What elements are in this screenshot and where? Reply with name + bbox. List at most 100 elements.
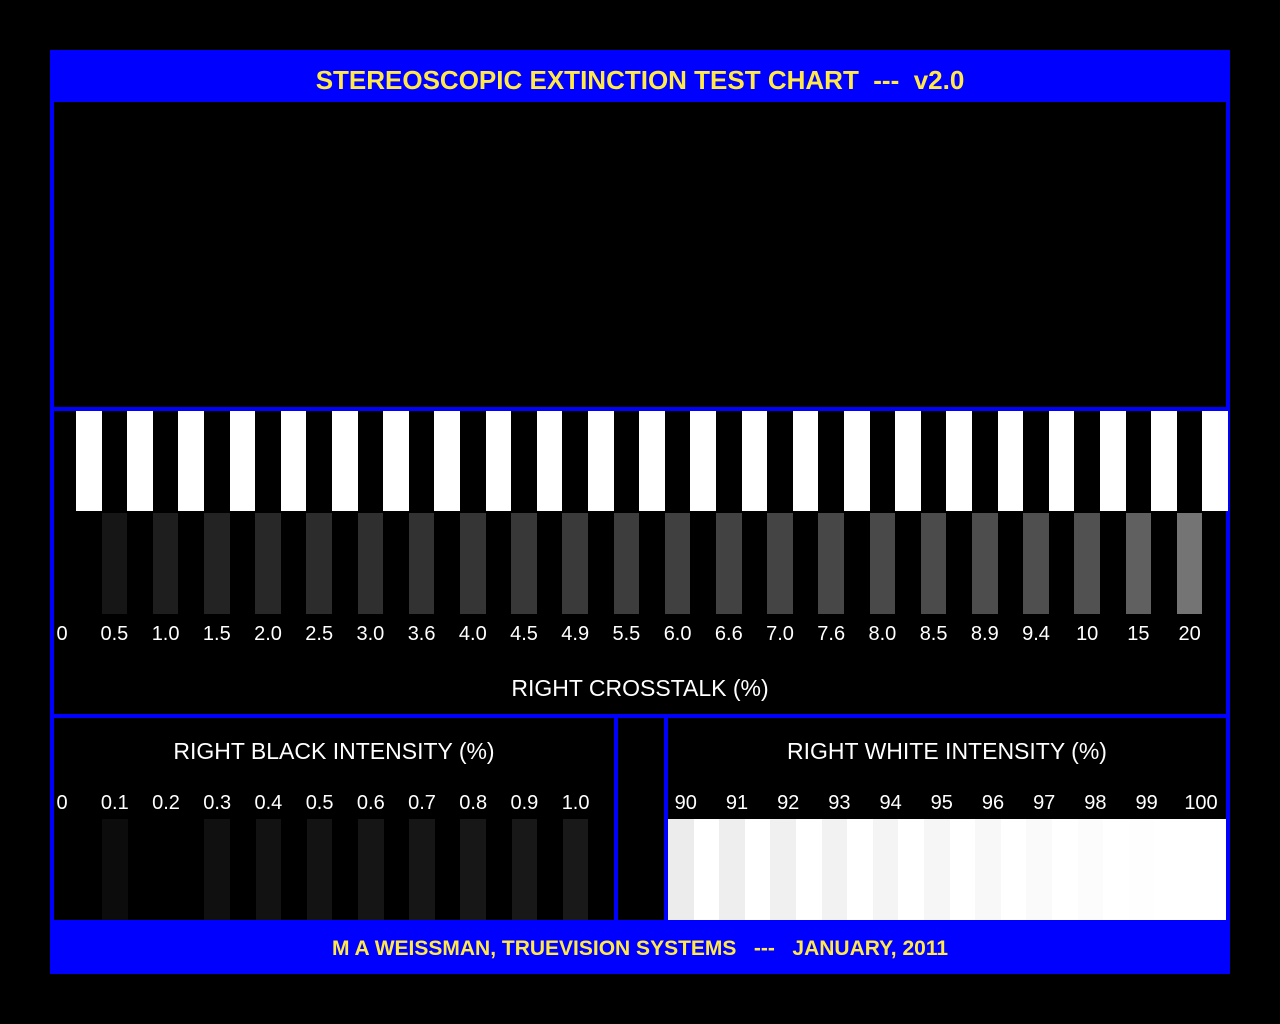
crosstalk-bar (357, 513, 384, 614)
white-stripe (792, 411, 819, 511)
black-intensity-label: 0.4 (254, 792, 283, 814)
crosstalk-bar (152, 513, 179, 614)
white-intensity-label: 95 (930, 792, 953, 814)
white-stripe (1202, 411, 1228, 511)
black-intensity-label: 0.6 (356, 792, 385, 814)
white-intensity-label: 94 (879, 792, 902, 814)
white-stripe (741, 411, 768, 511)
white-intensity-bar (872, 819, 899, 920)
white-intensity-bar (1128, 819, 1155, 920)
black-intensity-caption: RIGHT BLACK INTENSITY (%) (173, 738, 495, 764)
black-intensity-label: 0 (56, 792, 68, 814)
white-stripe (76, 411, 102, 511)
crosstalk-bar (613, 513, 640, 614)
white-intensity-bar (1026, 819, 1052, 920)
crosstalk-label: 8.5 (919, 623, 948, 645)
black-intensity-label: 1.0 (561, 792, 590, 814)
center-divider-panel (618, 718, 664, 920)
white-intensity-label: 93 (828, 792, 851, 814)
white-stripe (997, 411, 1024, 511)
crosstalk-bar (1023, 513, 1049, 614)
white-stripe (588, 411, 614, 511)
black-intensity-label: 0.3 (203, 792, 232, 814)
white-stripe (690, 411, 716, 511)
crosstalk-label: 1.0 (151, 623, 180, 645)
crosstalk-bar (1125, 513, 1152, 614)
crosstalk-label: 15 (1127, 623, 1150, 645)
crosstalk-label: 8.9 (970, 623, 999, 645)
white-stripe (280, 411, 307, 511)
white-intensity-caption: RIGHT WHITE INTENSITY (%) (787, 738, 1107, 764)
crosstalk-bar (767, 513, 793, 614)
crosstalk-label: 9.4 (1022, 623, 1050, 645)
crosstalk-label: 10 (1076, 623, 1099, 645)
crosstalk-label: 3.6 (407, 623, 436, 645)
white-intensity-bar (924, 819, 950, 920)
black-intensity-label: 0.1 (100, 792, 129, 814)
chart-title: STEREOSCOPIC EXTINCTION TEST CHART --- v… (315, 65, 965, 95)
white-intensity-label: 100 (1184, 792, 1218, 814)
crosstalk-label: 2.0 (254, 623, 282, 645)
crosstalk-bar (306, 513, 332, 614)
crosstalk-label: 3.0 (356, 623, 385, 645)
white-intensity-label: 97 (1033, 792, 1056, 814)
crosstalk-label: 2.5 (305, 623, 334, 645)
white-stripe (844, 411, 870, 511)
white-stripe (1100, 411, 1126, 511)
white-intensity-label: 92 (777, 792, 800, 814)
crosstalk-label: 1.5 (202, 623, 231, 645)
black-intensity-bar (460, 819, 486, 920)
crosstalk-bar (1074, 513, 1100, 614)
black-intensity-bar (409, 819, 435, 920)
crosstalk-label: 8.0 (868, 623, 897, 645)
white-intensity-bar (1077, 819, 1104, 920)
crosstalk-label: 7.0 (766, 623, 794, 645)
white-stripe (229, 411, 256, 511)
white-intensity-label: 96 (981, 792, 1005, 814)
white-intensity-label: 91 (725, 792, 749, 814)
black-intensity-label: 0.2 (152, 792, 180, 814)
white-stripe (332, 411, 358, 511)
white-intensity-label: 99 (1135, 792, 1158, 814)
white-stripe (895, 411, 921, 511)
crosstalk-caption: RIGHT CROSSTALK (%) (511, 675, 769, 701)
white-intensity-label: 98 (1084, 792, 1107, 814)
crosstalk-label: 0 (56, 623, 68, 645)
crosstalk-label: 6.0 (663, 623, 692, 645)
crosstalk-bar (408, 513, 435, 614)
white-stripe (383, 411, 409, 511)
black-intensity-bar (153, 819, 179, 920)
black-intensity-panel: RIGHT BLACK INTENSITY (%) 0 0.1 0.2 0.3 0.4 0… (54, 718, 614, 920)
white-stripe (536, 411, 563, 511)
white-stripe (178, 411, 204, 511)
black-intensity-bar (255, 819, 282, 920)
crosstalk-bar (101, 513, 128, 614)
crosstalk-bar (460, 513, 486, 614)
white-stripe (434, 411, 460, 511)
crosstalk-bar (818, 513, 844, 614)
crosstalk-bar (664, 513, 691, 614)
black-intensity-label: 0.9 (510, 792, 539, 814)
white-intensity-bar (719, 819, 745, 920)
crosstalk-panel: RIGHT CROSSTALK (%) 0 0.5 1.0 1.5 2.0 2.5 3.0 3… (54, 411, 1228, 714)
crosstalk-bar (869, 513, 896, 614)
black-intensity-bar (306, 819, 333, 920)
white-intensity-bar (770, 819, 796, 920)
black-intensity-label: 0.5 (305, 792, 334, 814)
crosstalk-bar (562, 513, 588, 614)
crosstalk-bar (716, 513, 742, 614)
black-intensity-bar (204, 819, 230, 920)
white-intensity-panel: RIGHT WHITE INTENSITY (%) 90 91 92 93 94 95 96… (668, 718, 1226, 920)
crosstalk-label: 4.0 (458, 623, 487, 645)
white-intensity-bar (975, 819, 1001, 920)
black-intensity-bar (511, 819, 538, 920)
white-stripe (639, 411, 665, 511)
white-intensity-label: 90 (674, 792, 697, 814)
black-intensity-bar (102, 819, 128, 920)
black-intensity-label: 0.7 (408, 792, 436, 814)
white-stripe (127, 411, 153, 511)
crosstalk-label: 4.5 (510, 623, 538, 645)
crosstalk-label: 0.5 (100, 623, 129, 645)
black-intensity-bar (562, 819, 589, 920)
black-intensity-bar (358, 819, 384, 920)
